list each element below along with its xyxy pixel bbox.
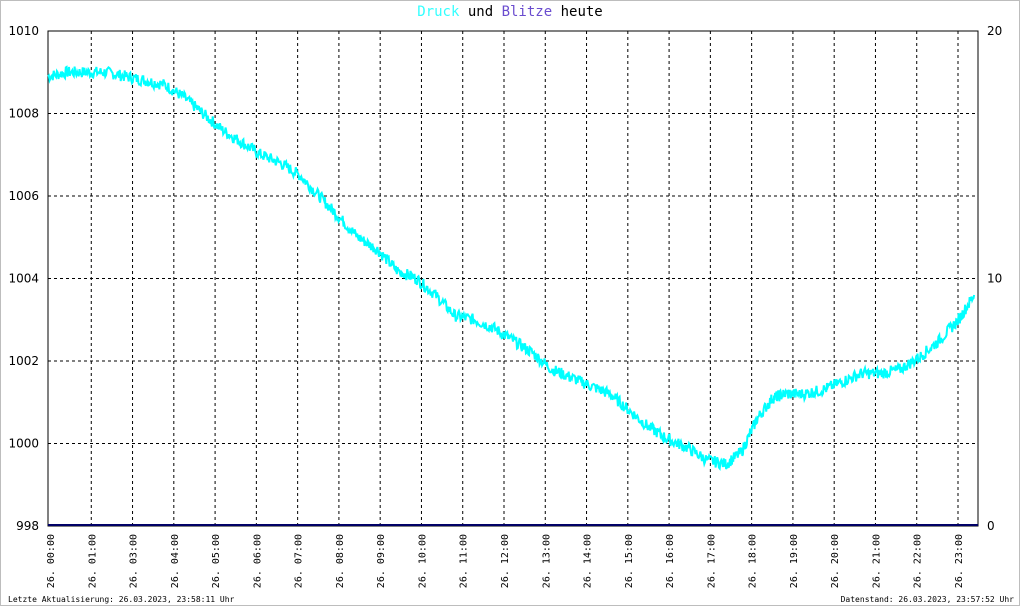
x-tick-label: 26. 12:00 (500, 534, 511, 588)
x-tick-label: 26. 18:00 (748, 534, 759, 588)
x-tick-label: 26. 15:00 (624, 534, 635, 588)
chart-title: Druck und Blitze heute (0, 4, 1020, 20)
title-heute: heute (552, 4, 603, 20)
y-right-tick-label: 0 (987, 519, 995, 533)
x-tick-label: 26. 11:00 (459, 534, 470, 588)
x-tick-label: 26. 16:00 (665, 534, 676, 588)
pressure-series-line (47, 65, 976, 471)
x-tick-label: 26. 14:00 (583, 534, 594, 588)
x-tick-label: 26. 23:00 (954, 534, 965, 588)
y-left-tick-label: 1010 (8, 24, 39, 38)
title-druck: Druck (417, 4, 460, 20)
x-tick-label: 26. 07:00 (294, 534, 305, 588)
data-status-label: Datenstand: 26.03.2023, 23:57:52 Uhr (840, 595, 1014, 604)
x-tick-label: 26. 20:00 (830, 534, 841, 588)
last-update-label: Letzte Aktualisierung: 26.03.2023, 23:58… (8, 595, 235, 604)
y-right-tick-label: 20 (987, 24, 1002, 38)
x-tick-label: 26. 17:00 (706, 534, 717, 588)
y-right-tick-label: 10 (987, 272, 1002, 286)
x-tick-label: 26. 08:00 (335, 534, 346, 588)
x-tick-label: 26. 03:00 (129, 534, 140, 588)
x-tick-label: 26. 04:00 (170, 534, 181, 588)
x-tick-label: 26. 06:00 (252, 534, 263, 588)
title-blitze: Blitze (501, 4, 553, 20)
x-tick-label: 26. 19:00 (789, 534, 800, 588)
y-left-tick-label: 1006 (8, 189, 39, 203)
x-tick-label: 26. 01:00 (87, 534, 98, 588)
y-left-tick-label: 1002 (8, 354, 39, 368)
x-tick-label: 26. 21:00 (871, 534, 882, 588)
x-tick-label: 26. 00:00 (46, 534, 57, 588)
y-left-tick-label: 1004 (8, 272, 39, 286)
x-tick-label: 26. 13:00 (541, 534, 552, 588)
y-left-tick-label: 998 (16, 519, 39, 533)
x-tick-label: 26. 05:00 (211, 534, 222, 588)
x-tick-label: 26. 22:00 (913, 534, 924, 588)
x-tick-label: 26. 10:00 (417, 534, 428, 588)
y-left-tick-label: 1008 (8, 107, 39, 121)
y-left-tick-label: 1000 (8, 437, 39, 451)
x-tick-label: 26. 09:00 (376, 534, 387, 588)
title-und: und (459, 4, 502, 20)
